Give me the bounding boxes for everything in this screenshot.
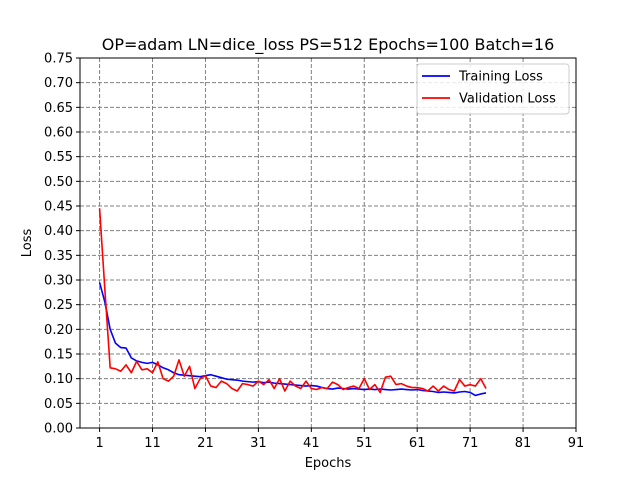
series-lines: [98, 208, 487, 397]
y-tick-label: 0.00: [44, 422, 73, 437]
y-tick-label: 0.60: [44, 126, 73, 141]
y-tick-label: 0.15: [44, 348, 73, 363]
y-tick-label: 0.55: [44, 150, 73, 165]
x-axis-label: Epochs: [305, 456, 352, 471]
y-tick-label: 0.30: [44, 274, 73, 289]
y-tick-label: 0.20: [44, 323, 73, 338]
y-tick-label: 0.70: [44, 76, 73, 91]
x-tick-label: 11: [144, 436, 161, 451]
legend-box: [416, 63, 570, 115]
x-tick-label: 51: [356, 436, 373, 451]
series-line-training-loss: [98, 282, 487, 397]
x-tick-label: 71: [462, 436, 479, 451]
legend: Training Loss Validation Loss: [416, 63, 570, 115]
legend-label: Validation Loss: [459, 92, 556, 107]
x-tick-label: 61: [409, 436, 426, 451]
series-line-validation-loss: [98, 208, 487, 394]
plot-frame: [79, 57, 577, 429]
y-axis-label: Loss: [20, 229, 35, 258]
y-tick-label: 0.05: [44, 397, 73, 412]
legend-label: Training Loss: [458, 70, 543, 85]
x-tick-label: 81: [515, 436, 532, 451]
ticks: 1 11 21 31 41 51 61 71 81 910.000.050.100.150.200…: [44, 52, 584, 452]
y-tick-label: 0.50: [44, 175, 73, 190]
x-tick-label: 21: [197, 436, 214, 451]
y-tick-label: 0.65: [44, 101, 73, 116]
chart-title: OP=adam LN=dice_loss PS=512 Epochs=100 B…: [102, 35, 555, 55]
y-tick-label: 0.40: [44, 224, 73, 239]
x-tick-label: 41: [303, 436, 320, 451]
x-tick-label: 1: [95, 436, 103, 451]
x-tick-label: 91: [568, 436, 585, 451]
y-tick-label: 0.35: [44, 249, 73, 264]
y-tick-label: 0.75: [44, 52, 73, 67]
x-tick-label: 31: [250, 436, 267, 451]
y-tick-label: 0.45: [44, 200, 73, 215]
y-tick-label: 0.10: [44, 372, 73, 387]
y-tick-label: 0.25: [44, 298, 73, 313]
